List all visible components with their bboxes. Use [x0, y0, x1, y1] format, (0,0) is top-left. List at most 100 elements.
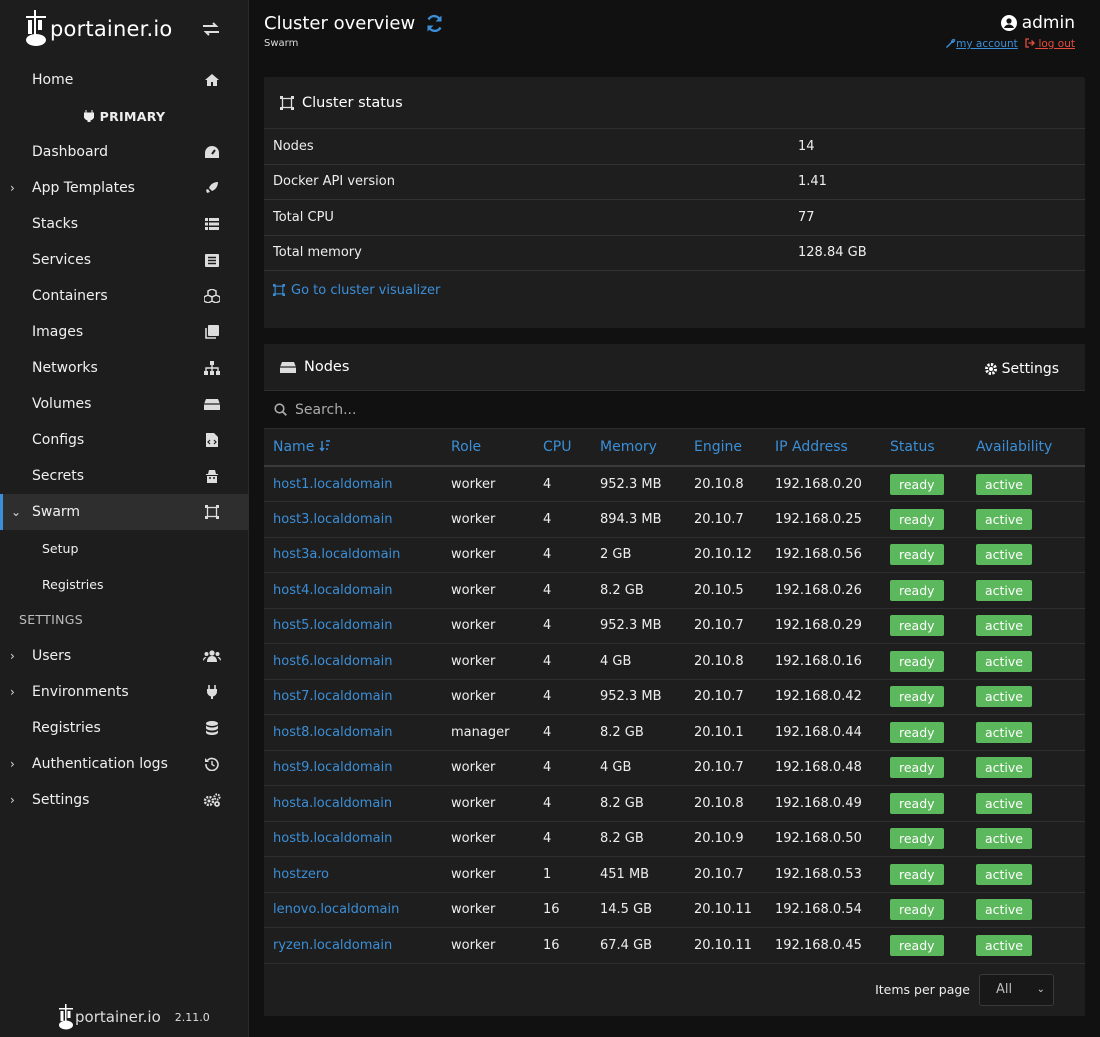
status-badge: ready — [890, 473, 944, 495]
cluster-status-row: Docker API version 1.41 — [264, 165, 1085, 200]
cell-engine: 20.10.1 — [694, 714, 775, 751]
sidebar-item-dashboard[interactable]: Dashboard — [0, 134, 249, 170]
sidebar-item-label: Home — [32, 72, 74, 88]
cell-ip-address: 192.168.0.53 — [775, 856, 890, 893]
node-name-link[interactable]: host3a.localdomain — [264, 537, 451, 573]
table-settings-button[interactable]: Settings — [984, 361, 1059, 377]
node-name-link[interactable]: ryzen.localdomain — [264, 927, 451, 964]
cell-role: manager — [451, 714, 543, 751]
sidebar-item-swarm-registries[interactable]: Registries — [0, 566, 249, 602]
node-name-link[interactable]: host9.localdomain — [264, 750, 451, 786]
availability-badge: active — [976, 863, 1032, 885]
sidebar-item-label: Swarm — [32, 504, 81, 520]
node-name-link[interactable]: host3.localdomain — [264, 501, 451, 538]
cell-status: ready — [890, 608, 976, 644]
cell-engine: 20.10.9 — [694, 821, 775, 857]
home-icon — [203, 72, 221, 88]
page-title-text: Cluster overview — [264, 13, 416, 34]
status-value: 77 — [798, 209, 815, 225]
node-name-link[interactable]: lenovo.localdomain — [264, 892, 451, 928]
node-name-link[interactable]: hosta.localdomain — [264, 785, 451, 822]
username-text: admin — [1021, 13, 1075, 33]
status-badge: ready — [890, 650, 944, 672]
sidebar-item-secrets[interactable]: Secrets — [0, 458, 249, 494]
column-header-cpu[interactable]: CPU — [543, 429, 600, 467]
column-header-memory[interactable]: Memory — [600, 429, 694, 467]
stacks-icon — [203, 216, 221, 232]
cell-ip-address: 192.168.0.20 — [775, 466, 890, 502]
column-header-engine[interactable]: Engine — [694, 429, 775, 467]
logo-text: portainer.io — [50, 17, 173, 41]
node-name-link[interactable]: host1.localdomain — [264, 466, 451, 502]
log-out-link[interactable]: log out — [1025, 38, 1075, 50]
sidebar-item-label: Users — [32, 648, 72, 664]
items-per-page-select[interactable]: All ⌄ — [979, 973, 1054, 1006]
cluster-status-panel: Cluster status Nodes 14 Docker API versi… — [264, 77, 1085, 328]
cell-role: worker — [451, 785, 543, 822]
sidebar-item-networks[interactable]: Networks — [0, 350, 249, 386]
cell-role: worker — [451, 572, 543, 609]
cell-cpu: 4 — [543, 466, 600, 502]
cell-memory: 8.2 GB — [600, 785, 694, 822]
networks-icon — [203, 360, 221, 376]
sidebar-item-configs[interactable]: Configs — [0, 422, 249, 458]
node-name-link[interactable]: host6.localdomain — [264, 643, 451, 680]
cell-cpu: 4 — [543, 679, 600, 715]
portainer-logo[interactable]: portainer.io — [24, 8, 172, 50]
node-name-link[interactable]: host5.localdomain — [264, 608, 451, 644]
sidebar-item-swarm-setup[interactable]: Setup — [0, 530, 249, 566]
pagination-bar: Items per page All ⌄ — [264, 964, 1085, 1016]
table-row: host1.localdomain worker 4 952.3 MB 20.10.8 1… — [264, 466, 1085, 502]
sidebar-item-app-templates[interactable]: › App Templates — [0, 170, 249, 206]
sidebar-item-volumes[interactable]: Volumes — [0, 386, 249, 422]
volumes-icon — [203, 396, 221, 412]
my-account-link[interactable]: my account — [946, 38, 1018, 50]
nodes-table: Name Role CPU Memory Engine IP Address S… — [264, 429, 1085, 964]
sidebar-toggle-icon[interactable] — [202, 22, 220, 36]
sidebar-item-images[interactable]: Images — [0, 314, 249, 350]
sidebar-item-swarm[interactable]: ⌄ Swarm — [0, 494, 249, 530]
column-header-role[interactable]: Role — [451, 429, 543, 467]
search-input[interactable] — [295, 401, 995, 418]
sidebar-item-environments[interactable]: › Environments — [0, 674, 249, 710]
availability-badge: active — [976, 721, 1032, 743]
refresh-icon[interactable] — [425, 14, 444, 33]
cell-cpu: 16 — [543, 892, 600, 928]
column-header-ip-address[interactable]: IP Address — [775, 429, 890, 467]
log-out-text: log out — [1038, 38, 1075, 50]
node-name-link[interactable]: host4.localdomain — [264, 572, 451, 609]
secrets-icon — [203, 468, 221, 484]
availability-badge: active — [976, 508, 1032, 530]
column-header-name[interactable]: Name — [264, 429, 451, 467]
table-row: host3.localdomain worker 4 894.3 MB 20.10.7 1… — [264, 501, 1085, 538]
status-key: Total memory — [273, 245, 362, 261]
sidebar-item-stacks[interactable]: Stacks — [0, 206, 249, 242]
column-header-availability[interactable]: Availability — [976, 429, 1085, 467]
cell-engine: 20.10.7 — [694, 679, 775, 715]
cluster-visualizer-link[interactable]: Go to cluster visualizer — [264, 271, 1085, 309]
node-name-link[interactable]: host8.localdomain — [264, 714, 451, 751]
node-name-link[interactable]: hostzero — [264, 856, 451, 893]
availability-badge: active — [976, 473, 1032, 495]
sidebar-item-authentication-logs[interactable]: › Authentication logs — [0, 746, 249, 782]
sidebar-item-registries[interactable]: Registries — [0, 710, 249, 746]
availability-badge: active — [976, 934, 1032, 956]
table-header-row: Name Role CPU Memory Engine IP Address S… — [264, 429, 1085, 467]
sidebar-item-home[interactable]: Home — [0, 62, 249, 98]
cell-availability: active — [976, 821, 1085, 857]
sidebar-item-services[interactable]: Services — [0, 242, 249, 278]
sidebar-item-settings[interactable]: › Settings — [0, 782, 249, 818]
column-header-status[interactable]: Status — [890, 429, 976, 467]
cell-availability: active — [976, 714, 1085, 751]
cell-memory: 67.4 GB — [600, 927, 694, 964]
sidebar-item-users[interactable]: › Users — [0, 638, 249, 674]
cell-role: worker — [451, 679, 543, 715]
sidebar-item-containers[interactable]: Containers — [0, 278, 249, 314]
node-name-link[interactable]: hostb.localdomain — [264, 821, 451, 857]
node-name-link[interactable]: host7.localdomain — [264, 679, 451, 715]
cell-availability: active — [976, 466, 1085, 502]
cogs-icon — [203, 792, 221, 808]
availability-badge: active — [976, 544, 1032, 566]
availability-badge: active — [976, 615, 1032, 637]
table-row: host7.localdomain worker 4 952.3 MB 20.10.7 1… — [264, 679, 1085, 715]
